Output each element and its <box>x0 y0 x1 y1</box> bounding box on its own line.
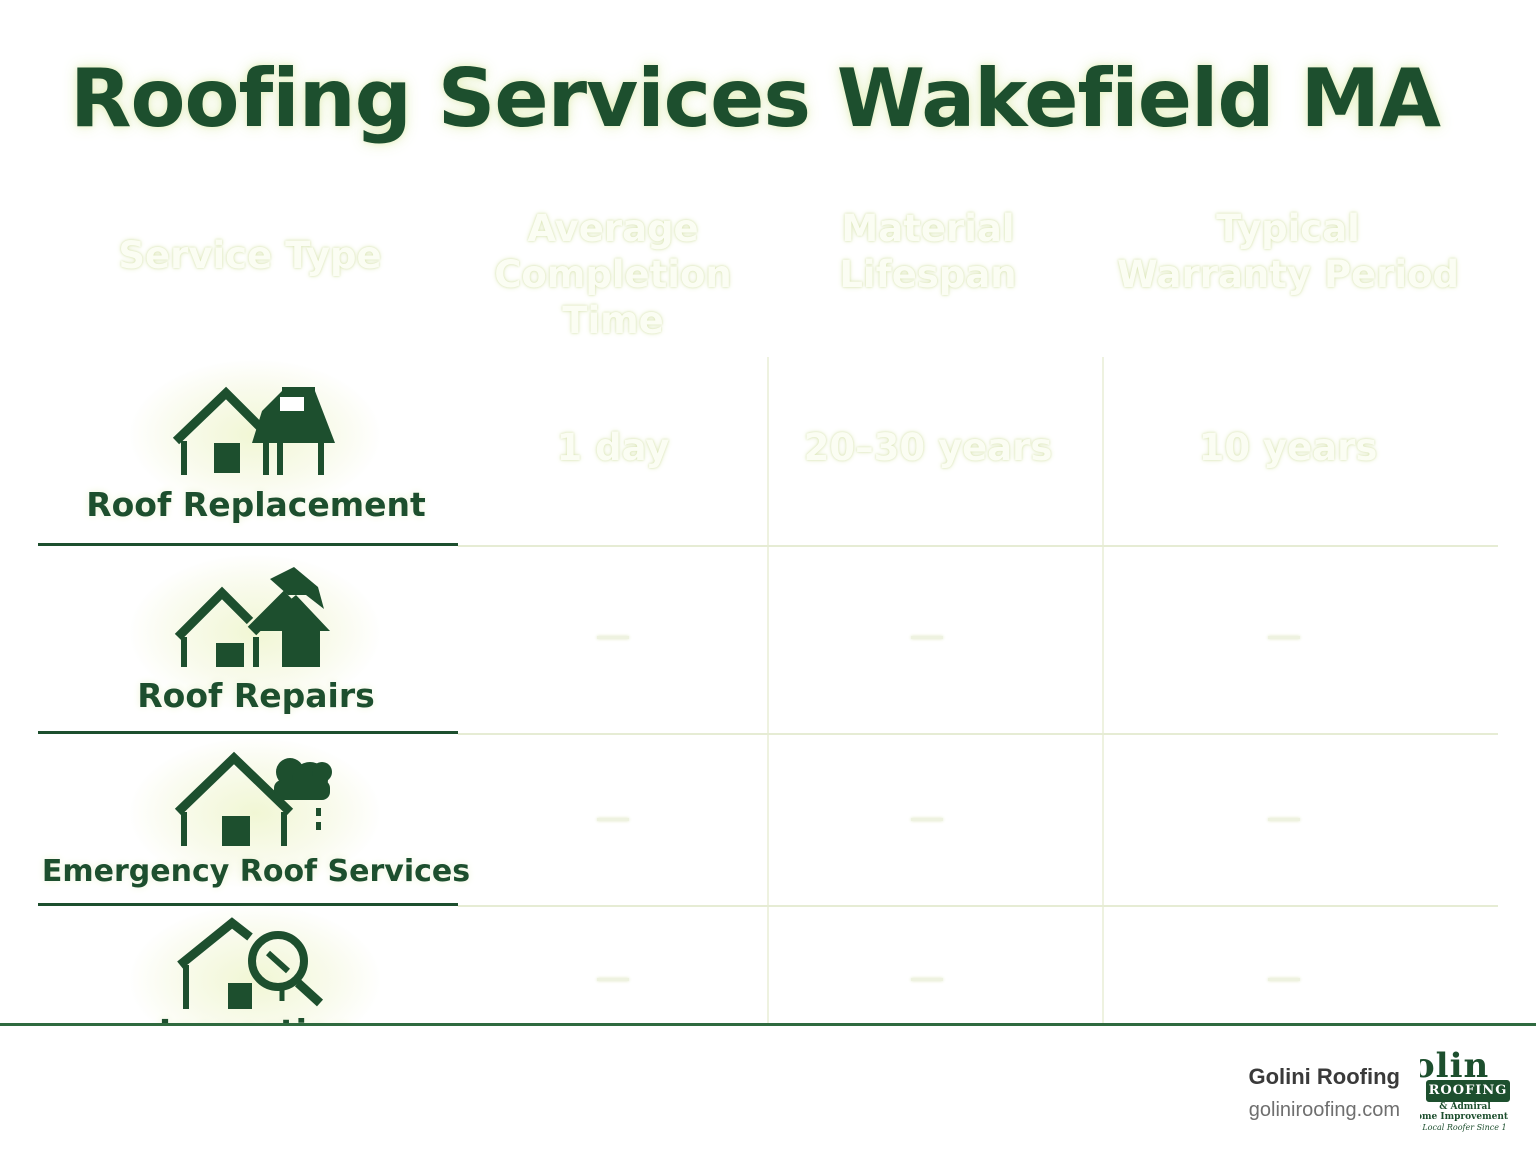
row-divider-dark <box>38 543 458 546</box>
footer-divider <box>0 1023 1536 1026</box>
logo-subtitle: & Admiral <box>1439 1102 1491 1112</box>
brand-name: Golini Roofing <box>1248 1064 1400 1089</box>
material-lifespan-value: 20–30 years <box>803 426 1053 469</box>
header-completion-time: Average Completion Time <box>494 207 732 342</box>
services-table: Service Type Average Completion Time Mat… <box>38 207 1498 1025</box>
service-label-roof-repairs: Roof Repairs <box>137 676 375 715</box>
service-label-roof-replacement: Roof Replacement <box>86 485 426 524</box>
row-divider-dark <box>38 903 458 906</box>
empty-cell-dash <box>911 978 943 981</box>
row-divider-dark <box>38 731 458 734</box>
row-divider <box>458 905 1498 907</box>
service-label-emergency-roof-services: Emergency Roof Services <box>41 854 471 889</box>
brand-url[interactable]: goliniroofing.com <box>1248 1099 1400 1121</box>
empty-cell-dash <box>597 818 629 821</box>
logo-tagline: r Local Roofer Since 1 <box>1420 1123 1507 1132</box>
empty-cell-dash <box>1268 636 1300 639</box>
icon-glow <box>130 738 380 888</box>
page-title: Roofing Services Wakefield MA <box>69 52 1441 145</box>
header-service-type: Service Type <box>118 234 382 277</box>
house-chimney-icon <box>172 386 335 475</box>
warranty-value: 10 years <box>1198 426 1378 469</box>
house-magnifier-icon <box>177 917 324 1009</box>
empty-cell-dash <box>1268 978 1300 981</box>
empty-cell-dash <box>1268 818 1300 821</box>
column-divider <box>1102 357 1104 1025</box>
header-material-lifespan: Material Lifespan <box>839 207 1017 296</box>
logo-banner: ROOFING <box>1426 1080 1510 1102</box>
golini-roofing-logo: olin ROOFING & Admiral ome Improvement r… <box>1420 1050 1536 1134</box>
row-divider <box>458 733 1498 735</box>
empty-cell-dash <box>911 818 943 821</box>
house-hammer-icon <box>174 567 330 667</box>
row-divider <box>458 545 1498 547</box>
house-storm-cloud-icon <box>174 751 332 846</box>
logo-subtitle: ome Improvement <box>1420 1112 1509 1122</box>
completion-time-value: 1 day <box>556 426 670 469</box>
column-divider <box>767 357 769 1025</box>
empty-cell-dash <box>911 636 943 639</box>
empty-cell-dash <box>597 978 629 981</box>
empty-cell-dash <box>597 636 629 639</box>
header-warranty: Typical Warranty Period <box>1117 207 1459 296</box>
service-label-inspection: Inspection <box>38 1012 474 1025</box>
